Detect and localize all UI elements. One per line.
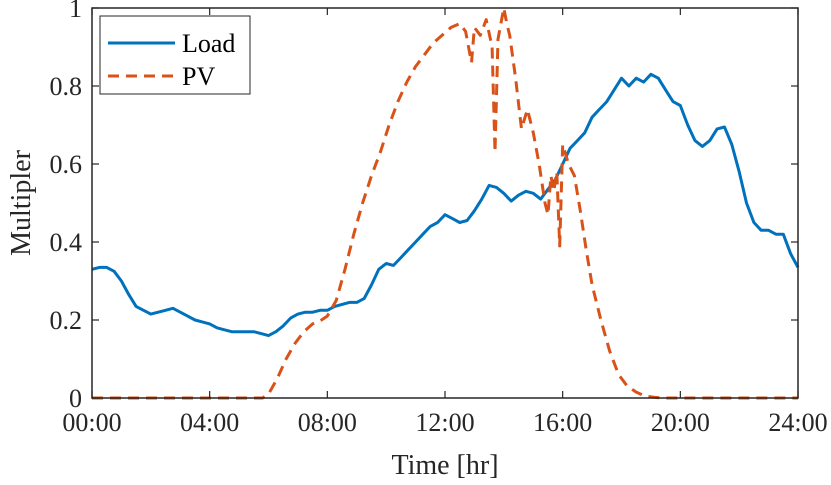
y-tick-label: 1	[69, 0, 82, 23]
x-tick-label: 12:00	[415, 408, 474, 437]
x-tick-labels: 00:00 04:00 08:00 12:00 16:00 20:00 24:00	[62, 408, 827, 437]
x-tick-label: 08:00	[298, 408, 357, 437]
x-axis-title: Time [hr]	[391, 450, 498, 481]
y-tick-label: 0.8	[50, 72, 83, 101]
series-line-load	[91, 72, 800, 338]
tick-layer	[91, 7, 799, 399]
y-axis-title: Multipler	[6, 149, 37, 255]
y-tick-label: 0.2	[50, 306, 83, 335]
x-tick-label: 24:00	[768, 408, 827, 437]
legend: Load PV	[99, 15, 251, 95]
x-tick-label: 16:00	[533, 408, 592, 437]
x-tick-label: 04:00	[180, 408, 239, 437]
series-layer	[91, 6, 800, 400]
series-line-pv	[92, 6, 798, 400]
y-tick-label: 0.6	[50, 150, 83, 179]
y-tick-label: 0	[69, 384, 82, 413]
legend-label-pv: PV	[182, 62, 215, 91]
x-tick-label: 20:00	[651, 408, 710, 437]
legend-label-load: Load	[182, 29, 235, 58]
y-tick-label: 0.4	[50, 228, 83, 257]
x-tick-label: 00:00	[62, 408, 121, 437]
y-tick-labels: 0 0.2 0.4 0.6 0.8 1	[50, 0, 83, 413]
legend-box	[99, 15, 251, 95]
